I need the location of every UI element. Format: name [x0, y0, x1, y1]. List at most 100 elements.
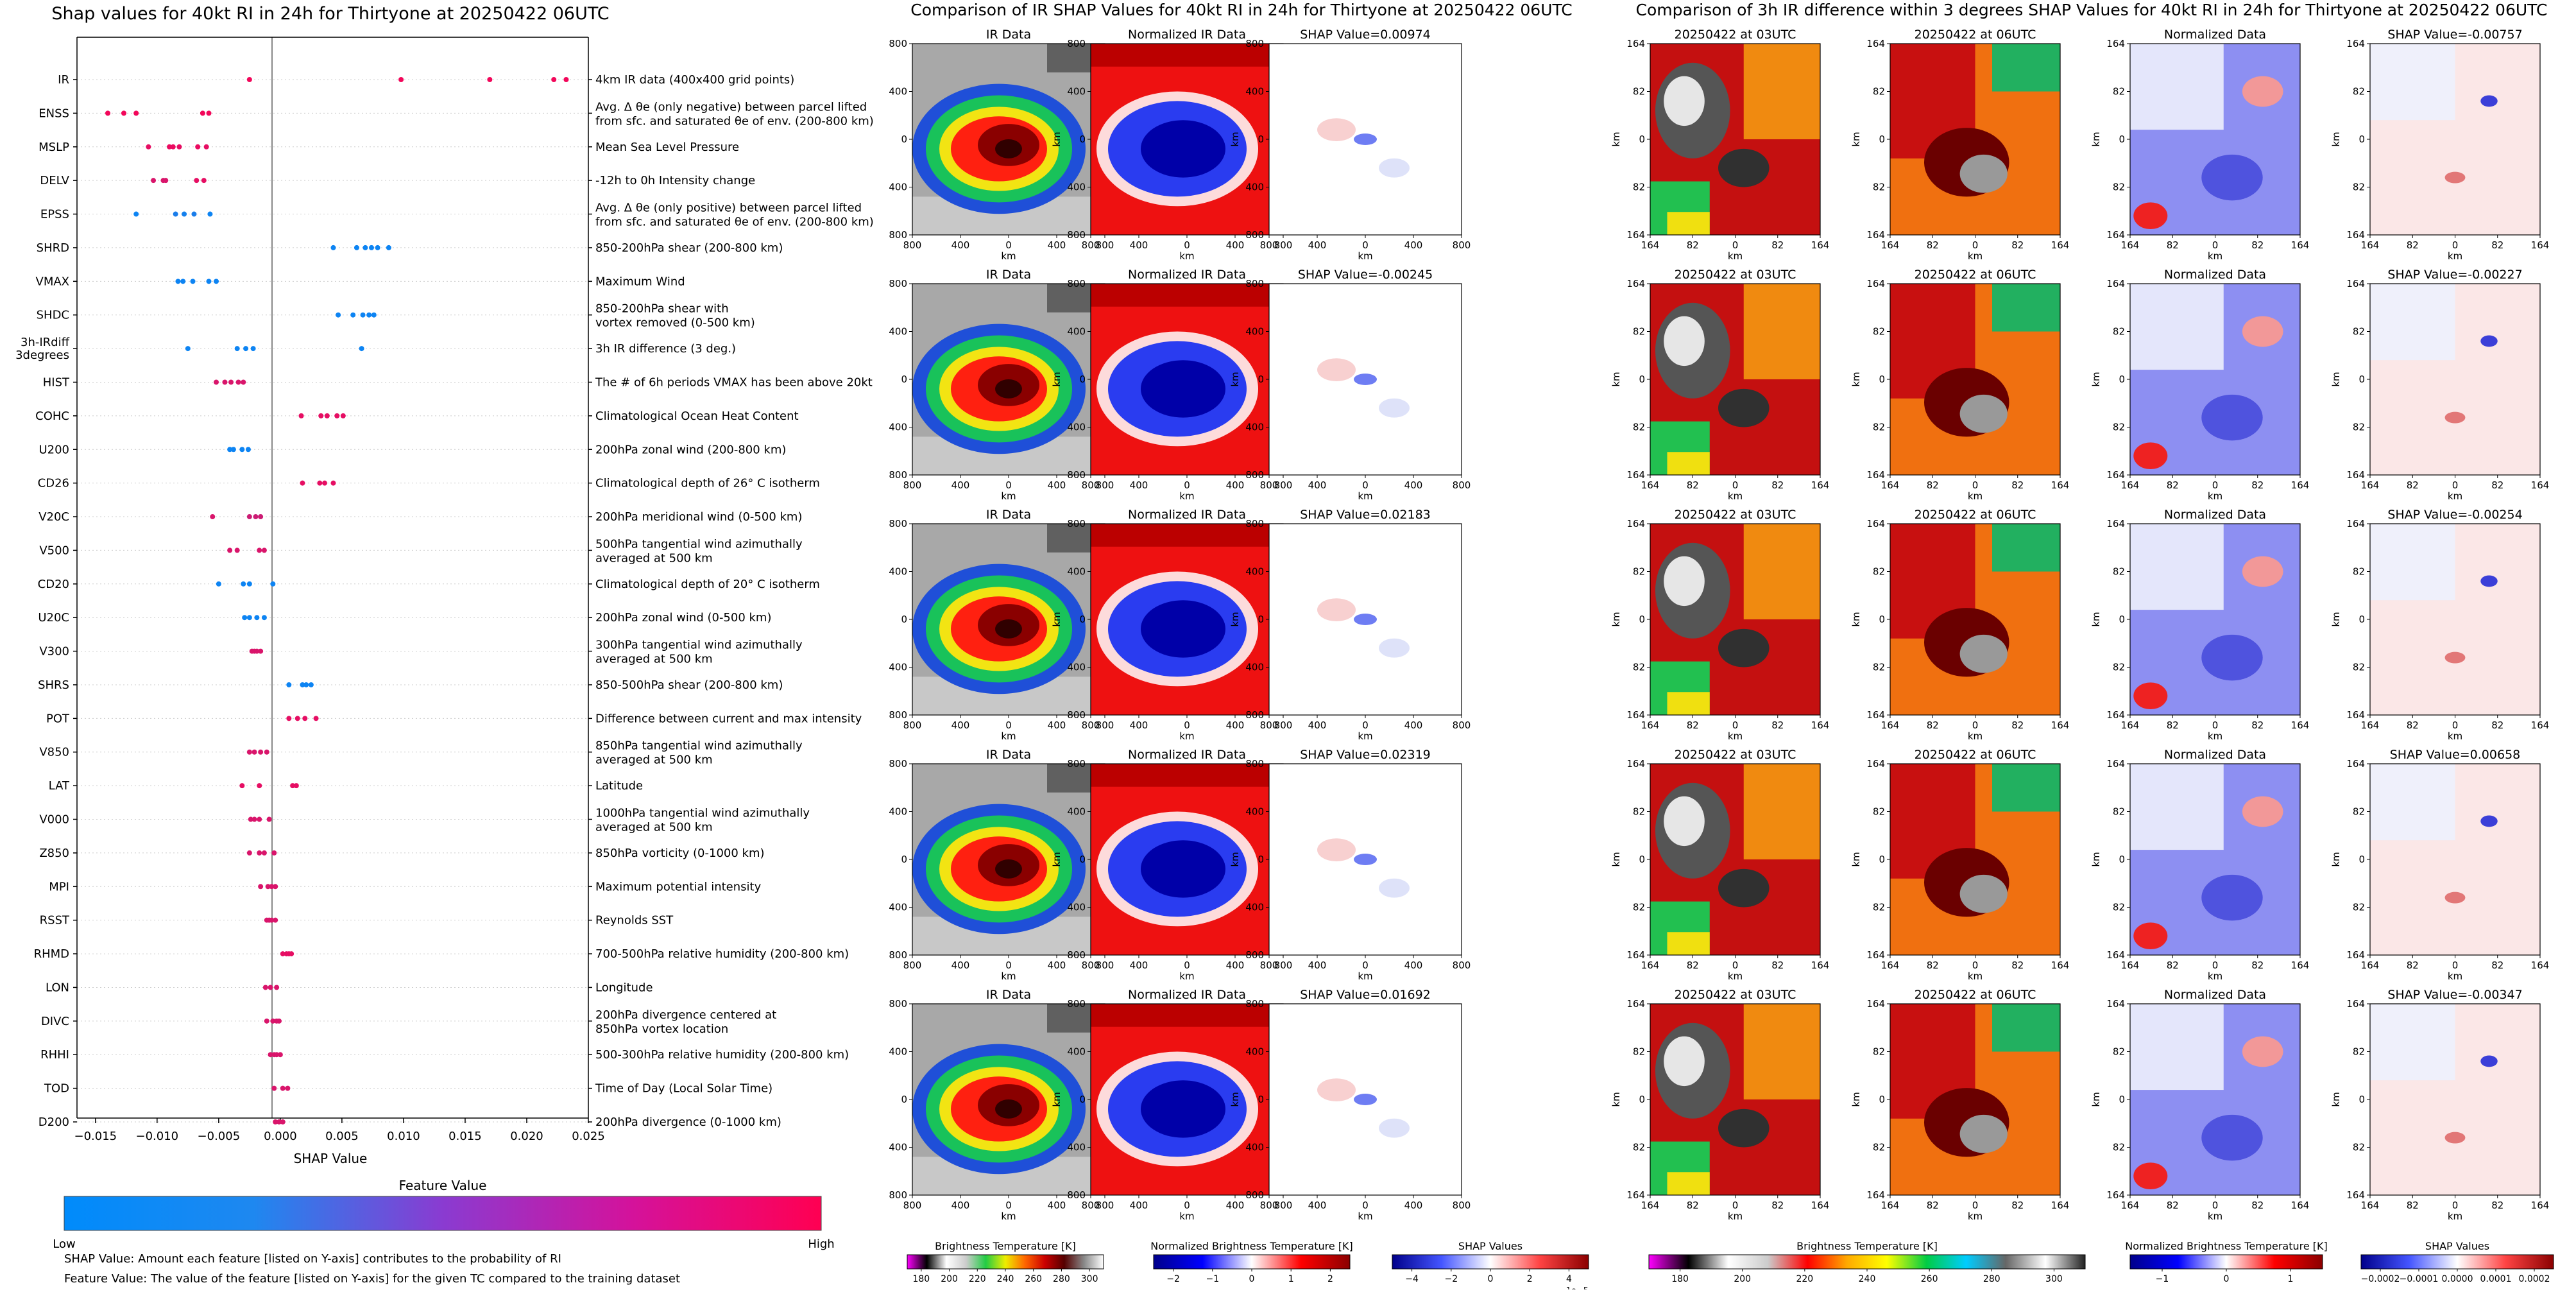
y-axis-label: km: [1610, 852, 1622, 866]
y-tick-label: 0: [1079, 1094, 1086, 1105]
image-content: [2130, 44, 2300, 235]
y-tick-label: 0: [901, 1094, 907, 1105]
y-tick-label: 400: [889, 1046, 907, 1058]
colorbar: [1392, 1254, 1589, 1270]
feature-name-label: VMAX: [36, 275, 70, 288]
shap-point: [274, 985, 280, 990]
feature-name-label: ENSS: [38, 107, 69, 120]
x-tick-label: 0: [1005, 1200, 1012, 1211]
feature-name-label: V500: [39, 544, 69, 557]
feature-description-label: Longitude: [595, 981, 653, 994]
shap-point: [298, 413, 304, 418]
heatmap-image: [912, 1003, 1105, 1196]
y-tick-label: 400: [889, 182, 907, 193]
y-axis-label: km: [1229, 852, 1241, 866]
colorbar-tick-label: 0: [2224, 1274, 2230, 1284]
feature-name-label-line: RHHI: [40, 1048, 69, 1062]
shap-point: [173, 211, 178, 217]
feature-name-label-line: LON: [46, 981, 69, 994]
y-axis-label: km: [1610, 372, 1622, 386]
y-tick-label: 800: [889, 518, 907, 530]
ir6-green: [1992, 764, 2060, 812]
feature-description-label-line: 850hPa tangential wind azimuthally: [595, 739, 803, 753]
x-tick-label: 164: [2121, 1200, 2140, 1211]
x-tick-label: 400: [951, 239, 970, 251]
image-content: [1890, 44, 2060, 235]
y-axis-label: km: [2090, 372, 2102, 386]
x-axis-label: km: [2448, 1210, 2462, 1222]
feature-name-label-line: U20C: [38, 611, 69, 624]
ir3-white-cloud: [1664, 76, 1705, 126]
x-axis-label: km: [1179, 490, 1194, 502]
y-tick-label: 0: [1258, 614, 1264, 625]
shap3-red: [2444, 651, 2466, 664]
feature-description-label: Maximum potential intensity: [595, 880, 762, 893]
y-tick-label: 0: [2358, 1094, 2365, 1105]
colorbar-tick-label: 0: [1488, 1274, 1494, 1284]
feature-description-label: 1000hPa tangential wind azimuthally avera…: [595, 807, 810, 834]
y-tick-label: 164: [1866, 278, 1885, 289]
feature-description-label: 3h IR difference (3 deg.): [595, 342, 736, 356]
x-tick-label: 0: [2452, 1200, 2459, 1211]
feature-description-label: 500hPa tangential wind azimuthally averag…: [595, 537, 803, 565]
shap-point: [294, 716, 300, 721]
y-tick-label: 164: [2346, 949, 2365, 961]
y-tick-label: 0: [1258, 374, 1264, 385]
y-axis-label: km: [1850, 372, 1862, 386]
norm-top-band: [1091, 1004, 1283, 1027]
shap3-blue: [2480, 815, 2498, 827]
x-tick-label: 164: [1881, 479, 1900, 491]
heatmap-image: [2129, 523, 2301, 716]
x-tick-label: 82: [1771, 1200, 1784, 1211]
y-tick-label: 164: [1626, 1189, 1645, 1201]
y-tick-label: 82: [2353, 566, 2365, 578]
y-tick-label: 82: [1873, 1046, 1885, 1058]
feature-description-label-line: -12h to 0h Intensity change: [595, 174, 755, 187]
subplot-title: Normalized Data: [2164, 988, 2266, 1002]
y-tick-label: 400: [1245, 1142, 1264, 1153]
x-tick-label: 800: [1082, 719, 1100, 731]
colorbar: [907, 1254, 1104, 1270]
colorbar-tick-label: 200: [941, 1274, 958, 1284]
y-tick-label: 164: [1866, 709, 1885, 721]
y-tick-label: 0: [1258, 854, 1264, 865]
shap-point: [246, 615, 252, 621]
colorbar-tick-label: 4: [1566, 1274, 1572, 1284]
ir6-gray: [1959, 1114, 2008, 1153]
feature-name-label: DELV: [40, 174, 69, 187]
x-tick-label: 0: [1362, 719, 1369, 731]
y-tick-label: 164: [2106, 1189, 2125, 1201]
heatmap-image: [2369, 523, 2541, 716]
x-tick-label: 400: [1048, 719, 1066, 731]
x-axis-label: km: [2448, 730, 2462, 742]
feature-description-label-line: Time of Day (Local Solar Time): [595, 1082, 772, 1096]
shap-point: [190, 279, 196, 284]
colorbar-low: Low: [53, 1237, 75, 1251]
y-tick-label: 82: [1873, 806, 1885, 818]
norm3-blue: [2201, 634, 2263, 681]
feature-description-label-line: 850-200hPa shear (200-800 km): [595, 241, 783, 255]
shap-point: [269, 917, 275, 923]
heatmap-image: [2369, 283, 2541, 476]
y-tick-label: 400: [1067, 182, 1086, 193]
x-tick-label: 800: [1260, 719, 1279, 731]
subplot-title: IR Data: [986, 748, 1031, 762]
image-content: [1650, 764, 1820, 955]
y-tick-label: 164: [2106, 709, 2125, 721]
note-feature-value: Feature Value: The value of the feature …: [64, 1272, 680, 1286]
x-tick-label: 0: [1362, 479, 1369, 491]
shap-point: [246, 514, 252, 520]
y-axis-label: km: [1850, 612, 1862, 626]
x-tick-label: 800: [1453, 479, 1471, 491]
x-tick-label: 400: [1404, 719, 1423, 731]
subplot-title: SHAP Value=-0.00347: [2387, 988, 2522, 1002]
colorbar-tick-label: 220: [969, 1274, 986, 1284]
x-tick-label: 164: [2361, 1200, 2380, 1211]
x-tick-label: 164: [2121, 239, 2140, 251]
shap3-blue: [2480, 1055, 2498, 1067]
x-tick-label: −0.010: [136, 1130, 179, 1143]
y-axis-label: km: [2090, 852, 2102, 866]
shap-point: [336, 312, 341, 318]
image-content: [2130, 1004, 2300, 1195]
shap3-blue: [2480, 95, 2498, 107]
